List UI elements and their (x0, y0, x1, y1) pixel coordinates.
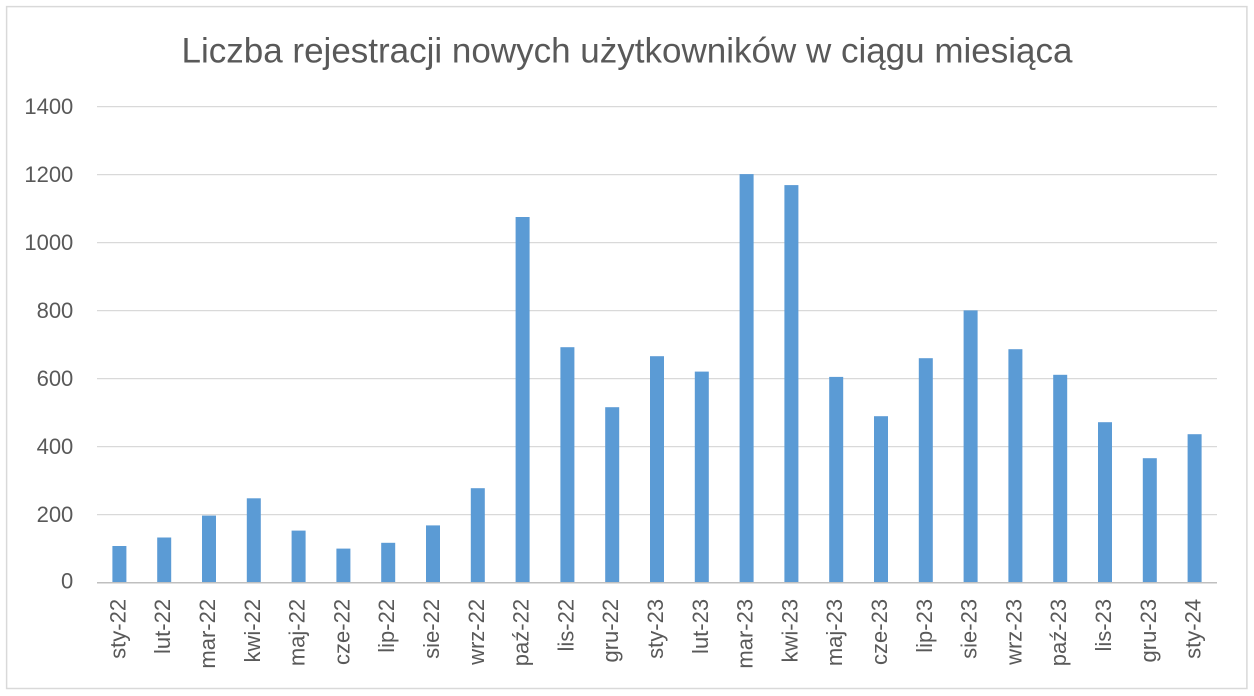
svg-text:sty-22: sty-22 (105, 599, 130, 659)
svg-text:Liczba rejestracji nowych użyt: Liczba rejestracji nowych użytkowników w… (182, 32, 1073, 71)
svg-text:kwi-23: kwi-23 (777, 599, 802, 663)
svg-text:kwi-22: kwi-22 (240, 599, 265, 663)
svg-text:800: 800 (37, 298, 74, 323)
svg-text:lis-22: lis-22 (553, 599, 578, 652)
svg-text:gru-23: gru-23 (1136, 599, 1161, 663)
svg-text:cze-23: cze-23 (867, 599, 892, 665)
svg-text:400: 400 (37, 434, 74, 459)
svg-text:maj-22: maj-22 (285, 599, 310, 666)
svg-text:lut-23: lut-23 (688, 599, 713, 654)
svg-text:maj-23: maj-23 (822, 599, 847, 666)
svg-text:wrz-23: wrz-23 (1001, 599, 1026, 666)
svg-text:sie-23: sie-23 (957, 599, 982, 659)
svg-text:lut-22: lut-22 (150, 599, 175, 654)
svg-text:paź-23: paź-23 (1046, 599, 1071, 666)
svg-text:cze-22: cze-22 (329, 599, 354, 665)
svg-text:lis-23: lis-23 (1091, 599, 1116, 652)
svg-text:0: 0 (61, 569, 73, 594)
svg-text:600: 600 (37, 366, 74, 391)
svg-text:mar-22: mar-22 (195, 599, 220, 669)
svg-text:gru-22: gru-22 (598, 599, 623, 663)
svg-text:sty-24: sty-24 (1181, 599, 1206, 659)
svg-text:1000: 1000 (24, 230, 73, 255)
svg-text:wrz-22: wrz-22 (464, 599, 489, 666)
svg-text:1400: 1400 (24, 94, 73, 119)
svg-text:200: 200 (37, 502, 74, 527)
svg-text:paź-22: paź-22 (509, 599, 534, 666)
svg-text:sty-23: sty-23 (643, 599, 668, 659)
svg-text:mar-23: mar-23 (733, 599, 758, 669)
svg-text:lip-23: lip-23 (912, 599, 937, 653)
svg-text:1200: 1200 (24, 162, 73, 187)
svg-text:lip-22: lip-22 (374, 599, 399, 653)
svg-text:sie-22: sie-22 (419, 599, 444, 659)
